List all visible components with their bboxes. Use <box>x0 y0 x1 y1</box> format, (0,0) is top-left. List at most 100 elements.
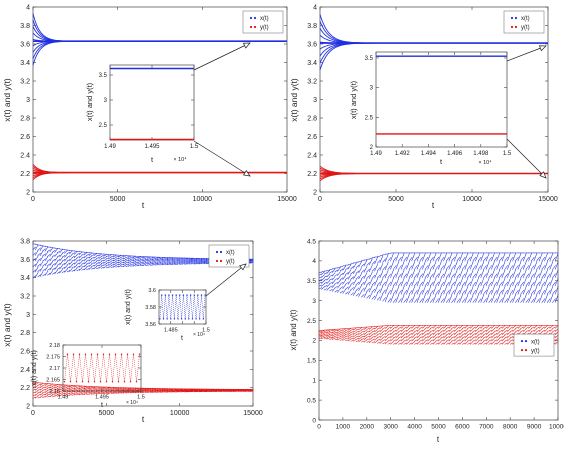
panel-bottom-left-band-stroke <box>110 264 115 266</box>
panel-bottom-left-band-stroke <box>142 260 146 263</box>
panel-bottom-right-band-stroke <box>467 281 471 287</box>
panel-bottom-left-band-stroke <box>98 260 102 264</box>
panel-bottom-right-band-stroke <box>403 333 408 336</box>
inset-bottom-left-point <box>123 381 126 383</box>
panel-bottom-right-band-stroke <box>345 281 349 285</box>
panel-bottom-left-band-stroke <box>39 387 44 391</box>
panel-bottom-right-band-stroke <box>445 273 450 278</box>
panel-bottom-left-band-stroke <box>250 260 254 263</box>
panel-bottom-right-band-stroke <box>411 269 416 278</box>
panel-bottom-left-band-stroke <box>113 258 117 262</box>
panel-bottom-right-band-stroke <box>387 339 392 342</box>
inset-bottom-left-oscillation <box>177 295 181 319</box>
panel-top-left-y-tick-label: 3.4 <box>20 60 30 67</box>
panel-top-left-legend-marker <box>253 25 257 29</box>
panel-bottom-right-band-stroke <box>398 326 402 329</box>
panel-bottom-left-band-stroke <box>169 259 173 261</box>
inset-bottom-left-oscillation <box>103 354 107 382</box>
panel-bottom-right-band-stroke <box>318 281 323 284</box>
panel-bottom-right-band-stroke <box>554 325 559 329</box>
panel-bottom-left-band-stroke <box>52 393 56 395</box>
panel-top-right-series-line <box>319 42 548 64</box>
panel-bottom-left-band-stroke <box>140 260 144 262</box>
panel-bottom-left-band-stroke <box>56 254 61 258</box>
inset-top-right-y-tick-label: 3.5 <box>365 56 374 62</box>
panel-bottom-left-band-stroke <box>125 258 129 260</box>
panel-bottom-right-band-stroke <box>440 298 445 303</box>
panel-bottom-right-band-stroke <box>488 333 493 336</box>
panel-bottom-left-band-stroke <box>113 263 117 266</box>
panel-bottom-right-band-stroke <box>507 334 511 339</box>
panel-bottom-right-band-stroke <box>515 329 519 332</box>
panel-bottom-right-band-stroke <box>339 329 344 332</box>
panel-bottom-right-band-stroke <box>430 336 434 339</box>
panel-bottom-left-band-stroke <box>59 256 63 262</box>
panel-bottom-right-band-stroke <box>480 277 485 287</box>
panel-bottom-right-band-stroke <box>353 329 357 333</box>
panel-bottom-right-band-stroke <box>411 331 416 336</box>
panel-bottom-right-band-stroke <box>507 261 511 270</box>
panel-bottom-right-band-stroke <box>374 285 378 293</box>
panel-bottom-left-band-stroke <box>103 392 107 395</box>
panel-bottom-right-band-stroke <box>515 273 519 278</box>
panel-bottom-right-band-stroke <box>504 336 508 339</box>
panel-bottom-right-band-stroke <box>448 325 453 329</box>
panel-bottom-right-band-stroke <box>475 285 479 295</box>
panel-bottom-right-band-stroke <box>321 337 325 340</box>
panel-bottom-right-band-stroke <box>337 275 341 281</box>
panel-bottom-left-band-stroke <box>44 256 49 262</box>
inset-top-right-x-tick-label: 1.496 <box>447 151 463 157</box>
panel-bottom-left-band-stroke <box>71 262 76 265</box>
panel-bottom-right-band-stroke <box>533 277 538 287</box>
panel-bottom-left-band-stroke <box>64 393 68 397</box>
panel-bottom-right-band-stroke <box>321 332 325 335</box>
panel-bottom-right-band-stroke <box>422 331 426 336</box>
panel-top-left-y-tick-label: 2.8 <box>20 115 30 122</box>
panel-top-left-zoom-arrow-head <box>242 42 251 49</box>
inset-bottom-left-oscillation <box>91 354 95 382</box>
panel-bottom-right-band-stroke <box>472 265 477 270</box>
panel-bottom-right-band-stroke <box>374 292 378 300</box>
inset-bottom-left-oscillation <box>112 354 116 382</box>
panel-bottom-left-band-stroke <box>49 390 54 393</box>
panel-bottom-left-band-stroke <box>137 262 142 265</box>
panel-bottom-left-band-stroke <box>184 259 188 261</box>
panel-bottom-right-y-tick-label: 2.5 <box>307 318 316 325</box>
panel-bottom-right-band-stroke <box>345 272 349 275</box>
panel-bottom-right-band-stroke <box>554 328 559 332</box>
panel-top-right-y-tick-label: 2.2 <box>307 171 317 178</box>
panel-bottom-right-band-stroke <box>528 328 532 332</box>
panel-bottom-right-band-stroke <box>392 333 397 336</box>
panel-bottom-left-band-stroke <box>71 394 76 396</box>
panel-bottom-right-band-stroke <box>453 341 458 345</box>
panel-bottom-left-band-stroke <box>61 255 66 258</box>
panel-bottom-left-band-stroke <box>145 260 149 262</box>
panel-bottom-left-band-stroke <box>140 261 144 263</box>
panel-bottom-right-band-stroke <box>480 269 485 278</box>
panel-bottom-right-band-stroke <box>427 341 431 345</box>
panel-bottom-right-band-stroke <box>371 261 376 265</box>
panel-bottom-right-x-tick-label: 4000 <box>407 424 422 431</box>
panel-bottom-right-band-stroke <box>528 277 532 287</box>
inset-top-right-x-tick-label: 1.5 <box>503 151 512 157</box>
panel-bottom-left-band-stroke <box>76 252 80 255</box>
panel-bottom-left-band-stroke <box>47 389 51 391</box>
panel-bottom-right-band-stroke <box>358 339 362 343</box>
panel-bottom-left-band-stroke <box>76 394 80 396</box>
panel-bottom-right-band-stroke <box>552 290 556 295</box>
panel-bottom-right-band-stroke <box>531 326 535 329</box>
panel-bottom-left-band-stroke <box>169 257 173 260</box>
panel-bottom-left-band-stroke <box>86 259 90 262</box>
panel-bottom-left-band-stroke <box>32 269 37 273</box>
panel-bottom-right-band-stroke <box>326 331 331 334</box>
panel-bottom-right-band-stroke <box>408 329 413 332</box>
panel-top-right: 0 5000 10000 1500022.22.42.62.833.23.43.63.… <box>289 4 558 210</box>
panel-top-right-series-line <box>319 173 548 180</box>
panel-bottom-left-band-stroke <box>81 262 85 265</box>
inset-bottom-left-point <box>117 381 120 383</box>
panel-bottom-right-band-stroke <box>488 273 493 278</box>
panel-bottom-left-band-stroke <box>118 264 122 268</box>
panel-bottom-left-band-stroke <box>37 391 41 394</box>
panel-bottom-right-band-stroke <box>464 261 469 270</box>
inset-bottom-left-y-tick-label: 2.17 <box>49 366 60 372</box>
